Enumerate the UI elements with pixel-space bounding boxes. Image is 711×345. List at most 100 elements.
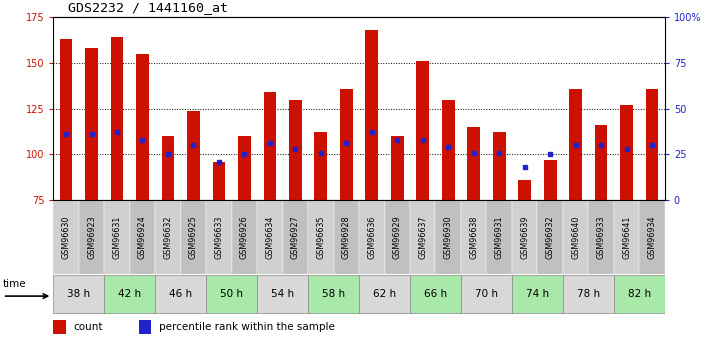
Text: 66 h: 66 h — [424, 289, 447, 299]
Bar — [308, 200, 333, 274]
Text: 54 h: 54 h — [271, 289, 294, 299]
Text: GSM96634: GSM96634 — [265, 216, 274, 259]
Bar — [461, 275, 512, 313]
Bar — [139, 320, 151, 334]
Bar — [442, 99, 454, 200]
Bar — [563, 200, 589, 274]
Bar — [283, 200, 308, 274]
Bar — [257, 275, 308, 313]
Text: GSM96924: GSM96924 — [138, 215, 147, 259]
Bar — [410, 200, 435, 274]
Text: GSM96926: GSM96926 — [240, 215, 249, 259]
Bar — [391, 136, 404, 200]
Bar — [257, 200, 283, 274]
Bar — [314, 132, 327, 200]
Bar — [181, 200, 206, 274]
Text: GSM96928: GSM96928 — [342, 215, 351, 259]
Bar — [512, 200, 538, 274]
Text: GSM96632: GSM96632 — [164, 215, 173, 259]
Bar — [155, 275, 206, 313]
Text: GDS2232 / 1441160_at: GDS2232 / 1441160_at — [68, 1, 228, 14]
Bar — [129, 200, 155, 274]
Bar — [359, 275, 410, 313]
Text: GSM96930: GSM96930 — [444, 215, 453, 259]
Bar — [206, 275, 257, 313]
Bar — [570, 89, 582, 200]
Bar — [333, 200, 359, 274]
Text: GSM96641: GSM96641 — [622, 216, 631, 259]
Text: 58 h: 58 h — [322, 289, 345, 299]
Text: GSM96929: GSM96929 — [392, 215, 402, 259]
Text: percentile rank within the sample: percentile rank within the sample — [159, 322, 334, 332]
Text: 50 h: 50 h — [220, 289, 243, 299]
Bar — [620, 105, 633, 200]
Bar — [417, 61, 429, 200]
Text: time: time — [3, 279, 26, 289]
Text: GSM96639: GSM96639 — [520, 215, 529, 259]
Bar — [435, 200, 461, 274]
Bar — [385, 200, 410, 274]
Bar — [359, 200, 385, 274]
Bar — [614, 200, 639, 274]
Text: GSM96631: GSM96631 — [112, 216, 122, 259]
Bar — [105, 200, 129, 274]
Text: count: count — [73, 322, 102, 332]
Text: 38 h: 38 h — [68, 289, 90, 299]
Bar — [105, 275, 155, 313]
Bar — [161, 136, 174, 200]
Bar — [79, 200, 105, 274]
Text: GSM96635: GSM96635 — [316, 215, 326, 259]
Bar — [213, 162, 225, 200]
Text: GSM96934: GSM96934 — [648, 215, 656, 259]
Text: GSM96931: GSM96931 — [495, 215, 503, 259]
Bar — [308, 275, 359, 313]
Text: 74 h: 74 h — [526, 289, 549, 299]
Bar — [512, 275, 563, 313]
Text: GSM96925: GSM96925 — [189, 215, 198, 259]
Bar — [518, 180, 531, 200]
Text: GSM96640: GSM96640 — [571, 216, 580, 259]
Text: 62 h: 62 h — [373, 289, 396, 299]
Bar — [289, 99, 301, 200]
Text: GSM96636: GSM96636 — [368, 216, 376, 259]
Bar — [614, 275, 665, 313]
Text: GSM96932: GSM96932 — [545, 215, 555, 259]
Text: GSM96933: GSM96933 — [597, 215, 606, 259]
Bar — [461, 200, 486, 274]
Text: 78 h: 78 h — [577, 289, 600, 299]
Bar — [136, 54, 149, 200]
Bar — [563, 275, 614, 313]
Bar — [544, 160, 557, 200]
Text: GSM96633: GSM96633 — [215, 216, 223, 259]
Bar — [155, 200, 181, 274]
Text: 42 h: 42 h — [118, 289, 141, 299]
Bar — [232, 200, 257, 274]
Text: GSM96630: GSM96630 — [62, 216, 70, 259]
Text: 70 h: 70 h — [475, 289, 498, 299]
Bar — [60, 39, 73, 200]
Bar — [85, 48, 98, 200]
Text: GSM96637: GSM96637 — [418, 215, 427, 259]
Bar — [238, 136, 251, 200]
Bar — [493, 132, 506, 200]
Bar — [589, 200, 614, 274]
Bar — [264, 92, 277, 200]
Bar — [53, 200, 79, 274]
Bar — [538, 200, 563, 274]
Bar — [53, 275, 105, 313]
Bar — [111, 37, 124, 200]
Text: GSM96638: GSM96638 — [469, 216, 479, 259]
Text: 82 h: 82 h — [628, 289, 651, 299]
Bar — [639, 200, 665, 274]
Bar — [467, 127, 480, 200]
Bar — [206, 200, 232, 274]
Bar — [53, 320, 66, 334]
Bar — [365, 30, 378, 200]
Bar — [340, 89, 353, 200]
Bar — [486, 200, 512, 274]
Bar — [410, 275, 461, 313]
Bar — [187, 110, 200, 200]
Text: GSM96927: GSM96927 — [291, 215, 300, 259]
Bar — [646, 89, 658, 200]
Bar — [594, 125, 607, 200]
